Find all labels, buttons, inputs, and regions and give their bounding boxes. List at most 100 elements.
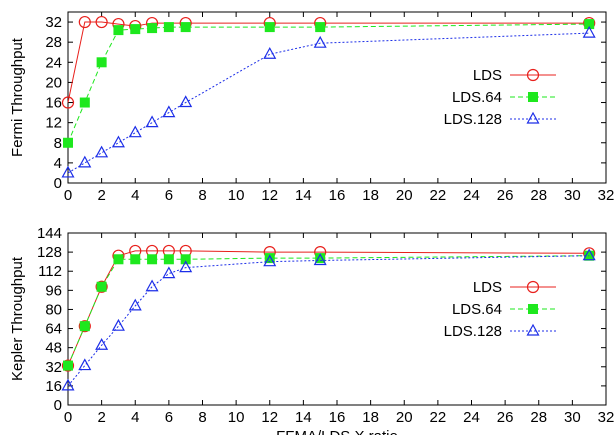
series-line <box>67 32 590 174</box>
y-tick-label: 24 <box>45 54 62 71</box>
legend-marker <box>526 323 540 336</box>
legend-label: LDS.128 <box>444 111 502 128</box>
data-point <box>582 248 596 261</box>
data-point <box>79 321 90 332</box>
data-point <box>95 15 108 29</box>
x-tick-label: 4 <box>131 187 139 204</box>
data-point <box>78 15 91 29</box>
y-axis-title: Kepler Throughput <box>9 256 26 381</box>
y-tick-label: 12 <box>45 115 62 132</box>
y-tick-label: 96 <box>45 282 62 299</box>
series-line <box>67 255 590 366</box>
x-tick-label: 20 <box>396 409 413 426</box>
data-point <box>96 57 107 68</box>
data-point <box>95 280 108 293</box>
data-point <box>162 266 176 279</box>
data-point <box>79 97 90 108</box>
y-tick-label: 64 <box>45 321 62 338</box>
x-axis-title: FFMA/LDS.X ratio <box>276 428 398 435</box>
plot-frame <box>67 11 607 184</box>
x-tick-label: 26 <box>497 187 514 204</box>
data-point <box>145 279 159 292</box>
data-point <box>263 47 277 59</box>
x-tick-label: 4 <box>131 409 139 426</box>
data-point <box>315 253 326 264</box>
x-tick-label: 10 <box>228 187 245 204</box>
x-tick-label: 22 <box>430 409 447 426</box>
y-tick-label: 0 <box>54 397 62 414</box>
legend-marker <box>526 68 540 82</box>
data-point <box>61 378 75 391</box>
series-lds-128 <box>61 25 596 178</box>
data-point <box>582 25 596 38</box>
y-tick-label: 128 <box>37 244 62 261</box>
x-tick-label: 8 <box>198 409 206 426</box>
legend-label: LDS <box>473 279 502 296</box>
x-tick-label: 2 <box>97 409 105 426</box>
series-line <box>67 23 590 143</box>
x-tick-label: 30 <box>564 187 581 204</box>
legend-marker <box>526 111 540 124</box>
data-point <box>313 253 327 266</box>
x-tick-label: 10 <box>228 409 245 426</box>
data-point <box>315 22 326 33</box>
kepler-chart: 0 2 4 6 8 10 12 14 16 18 20 22 24 26 28 30 3201632486480… <box>9 225 614 435</box>
data-point <box>163 22 174 33</box>
series-line <box>67 250 590 366</box>
legend-marker <box>528 304 538 314</box>
data-point <box>145 115 159 128</box>
data-point <box>584 19 595 30</box>
legend-label: LDS.64 <box>452 301 502 318</box>
data-point <box>95 338 109 350</box>
data-point <box>130 24 141 35</box>
series-line <box>67 21 590 103</box>
data-point <box>179 95 193 108</box>
data-point <box>162 105 176 118</box>
x-tick-label: 16 <box>329 187 346 204</box>
x-tick-label: 18 <box>362 409 379 426</box>
data-point <box>264 22 275 33</box>
y-tick-label: 0 <box>54 175 62 192</box>
data-point <box>96 281 107 292</box>
data-point <box>179 260 193 273</box>
data-point <box>180 254 191 265</box>
y-tick-label: 112 <box>38 263 62 280</box>
y-tick-label: 32 <box>45 359 62 376</box>
x-tick-label: 8 <box>198 187 206 204</box>
data-point <box>63 360 73 371</box>
x-tick-label: 14 <box>295 187 312 204</box>
data-point <box>95 145 109 158</box>
y-tick-label: 144 <box>37 225 62 242</box>
x-tick-label: 32 <box>598 187 615 204</box>
x-tick-label: 28 <box>530 409 547 426</box>
legend: LDS LDS.64 LDS.128 <box>444 67 556 128</box>
y-tick-label: 8 <box>54 135 62 152</box>
data-point <box>111 318 125 331</box>
x-tick-label: 28 <box>530 187 547 204</box>
series-lds-64 <box>63 250 595 371</box>
y-tick-label: 80 <box>45 301 62 318</box>
series-lds <box>61 244 596 372</box>
data-point <box>111 135 125 148</box>
y-tick-label: 20 <box>45 74 62 91</box>
y-tick-label: 16 <box>45 378 62 395</box>
legend-label: LDS.128 <box>444 323 502 340</box>
series-line <box>67 255 590 387</box>
y-tick-label: 32 <box>45 14 62 31</box>
legend-marker <box>526 280 540 294</box>
y-tick-label: 4 <box>54 155 62 172</box>
data-point <box>78 320 91 333</box>
x-tick-label: 30 <box>564 409 581 426</box>
x-tick-label: 16 <box>329 409 346 426</box>
data-point <box>78 358 92 371</box>
legend: LDS LDS.64 LDS.128 <box>444 279 556 340</box>
x-tick-label: 0 <box>64 187 72 204</box>
series-lds-128 <box>61 248 596 391</box>
x-tick-label: 12 <box>261 187 278 204</box>
data-point <box>113 25 124 36</box>
data-point <box>180 22 191 33</box>
x-tick-label: 18 <box>362 187 379 204</box>
data-point <box>128 125 142 138</box>
x-tick-label: 32 <box>598 409 615 426</box>
